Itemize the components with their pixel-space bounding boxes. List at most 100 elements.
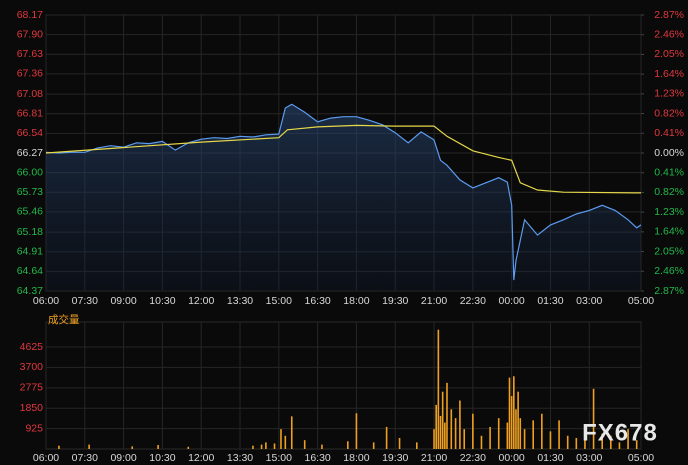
volume-bar [523,429,526,449]
x-tick-label: 12:00 [188,452,214,464]
volume-bar [610,435,612,449]
volume-bar [549,431,552,449]
y2-tick-label: 2.05% [654,48,684,60]
volume-bar [558,420,560,449]
y-tick-label: 65.46 [17,206,43,218]
volume-bar [303,440,306,449]
y-tick-label: 64.64 [17,265,43,277]
volume-bar [515,409,517,449]
y-tick-label: 4625 [20,341,44,353]
volume-bar [489,426,491,449]
x-tick-label: 10:30 [149,452,175,464]
volume-bar [280,429,282,449]
volume-bar [618,442,621,449]
price-line [45,103,642,281]
volume-bar [592,388,595,449]
y-tick-label: 64.37 [17,285,43,297]
panel-title: 成交量 [48,313,80,326]
y-tick-label: 925 [25,422,43,434]
x-tick-label: 13:30 [227,452,253,464]
y2-tick-label: 0.41% [654,166,684,178]
y2-tick-label: 0.82% [654,186,684,198]
plot-layer: 06:00 07:30 09:00 10:30 12:00 13:30 15:00 16:30… [17,9,684,464]
x-tick-label: 12:00 [188,295,214,307]
x-tick-label: 19:30 [382,452,408,464]
volume-bar [260,444,263,449]
volume-bar [252,445,254,449]
volume-bar [508,377,511,449]
volume-bar [347,441,349,449]
y-tick-label: 65.73 [17,186,43,198]
y-tick-label: 67.36 [17,68,43,80]
x-tick-label: 00:00 [499,452,525,464]
y-tick-label: 64.91 [17,246,43,258]
volume-bar [435,404,437,449]
x-tick-label: 09:00 [110,295,136,307]
y-tick-label: 68.17 [17,9,43,21]
volume-bar [321,444,323,449]
y2-tick-label: 1.64% [654,68,684,80]
volume-bar [472,413,474,449]
volume-bar [446,382,448,449]
x-tick-label: 15:00 [266,452,292,464]
volume-bar [480,435,483,449]
volume-bar [627,429,629,449]
x-tick-label: 03:00 [576,295,602,307]
x-tick-label: 16:30 [304,295,330,307]
volume-bar [355,413,358,449]
x-tick-label: 22:30 [460,452,486,464]
volume-bar [454,418,457,449]
volume-bar [575,437,578,449]
volume-bar [415,442,418,449]
y-tick-label: 66.81 [17,108,43,120]
x-tick-label: 06:00 [33,452,59,464]
x-tick-label: 05:00 [628,452,654,464]
volume-bar [532,420,535,449]
x-tick-label: 05:00 [628,295,654,307]
y2-tick-label: 2.46% [654,265,684,277]
volume-bar [441,391,444,449]
y2-tick-label: 2.05% [654,245,684,257]
volume-bar [385,426,388,449]
x-tick-label: 21:00 [421,452,447,464]
watermark: FX678 [582,419,658,446]
y-tick-label: 66.27 [17,147,43,159]
volume-bar [437,329,440,449]
volume-bar [439,415,442,449]
volume-bar [513,376,515,449]
x-tick-label: 03:00 [576,452,602,464]
volume-bar [398,437,401,449]
x-tick-label: 07:30 [72,452,98,464]
volume-bar [444,422,446,449]
volume-bar [290,416,293,449]
y2-tick-label: 2.87% [654,285,684,297]
x-tick-label: 10:30 [149,295,175,307]
y-tick-label: 66.00 [17,166,43,178]
volume-bar [157,445,159,449]
x-tick-label: 18:00 [343,452,369,464]
x-tick-label: 18:00 [343,295,369,307]
volume-bar [510,396,513,449]
x-tick-label: 16:30 [304,452,330,464]
volume-bar [519,418,522,449]
y-tick-label: 67.63 [17,48,43,60]
y-tick-label: 67.08 [17,88,43,100]
volume-bar [506,422,509,449]
x-tick-label: 09:00 [110,452,136,464]
volume-bar [497,418,500,449]
volume-bar [433,429,435,449]
volume-bar [187,446,190,449]
volume-bar [541,413,543,449]
x-tick-label: 21:00 [421,295,447,307]
y-tick-label: 67.90 [17,28,43,40]
volume-bar [284,435,287,449]
y-tick-label: 1850 [20,402,44,414]
volume-bar [88,444,90,449]
volume-bar [584,429,586,449]
y2-tick-label: 2.87% [654,9,684,21]
x-tick-label: 13:30 [227,295,253,307]
volume-bar [566,435,569,449]
y2-tick-label: 0.41% [654,127,684,139]
volume-bar [273,443,276,449]
